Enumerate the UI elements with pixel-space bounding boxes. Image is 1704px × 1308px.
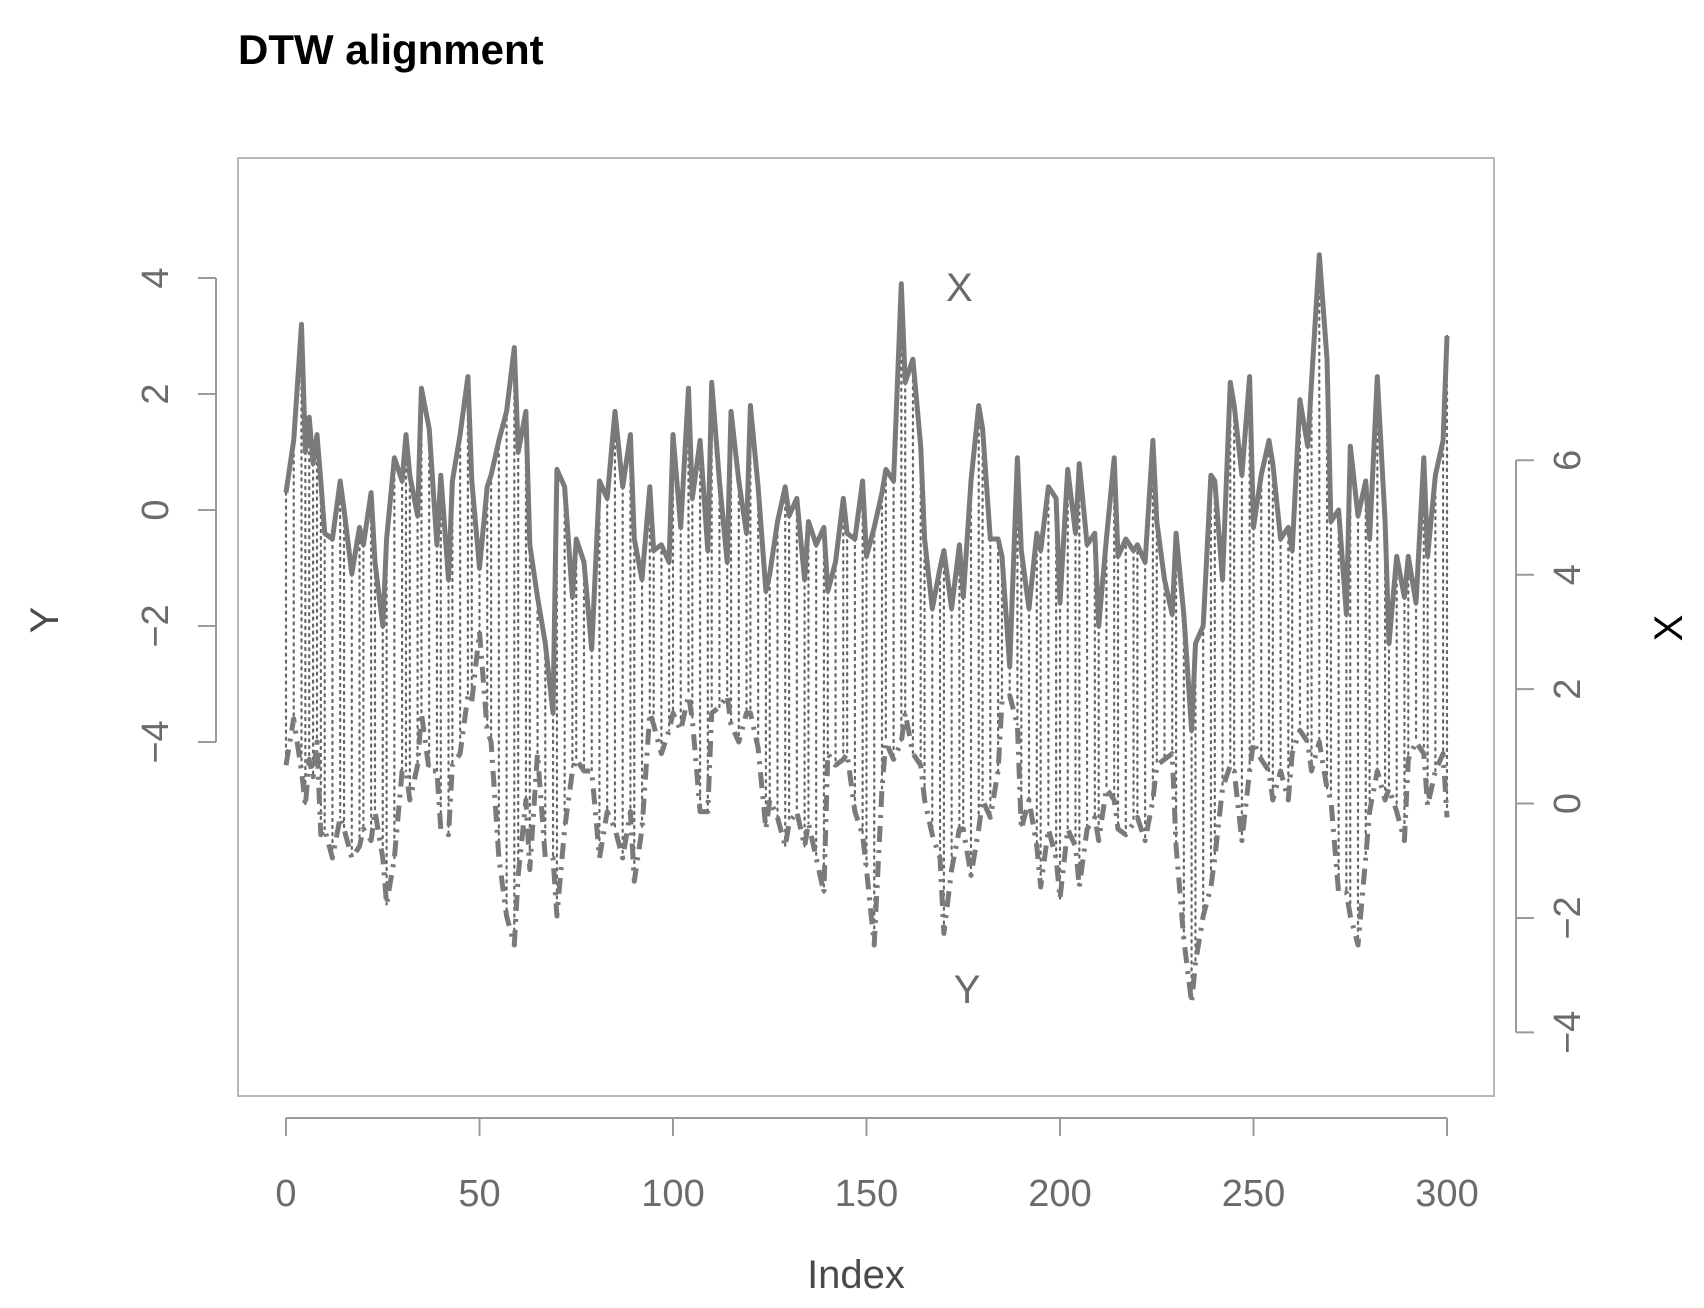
right-tick-label: −4 [1547, 1011, 1589, 1054]
right-tick-label: 4 [1547, 564, 1589, 585]
annotation-y: Y [954, 968, 981, 1012]
left-tick-label: −4 [135, 720, 177, 763]
x-tick-label: 200 [1028, 1173, 1091, 1215]
x-tick-label: 300 [1415, 1173, 1478, 1215]
alignment-links [284, 253, 1449, 1005]
plot-frame [237, 157, 1495, 1097]
right-tick-label: 2 [1547, 679, 1589, 700]
series-x-line [283, 252, 1450, 733]
right-tick-label: −2 [1547, 896, 1589, 939]
x-tick-label: 100 [641, 1173, 704, 1215]
y-axis-label-right: X [1647, 615, 1691, 642]
x-axis-label: Index [807, 1253, 905, 1297]
left-tick-label: 4 [135, 267, 177, 288]
right-tick-label: 6 [1547, 450, 1589, 471]
x-tick-label: 150 [835, 1173, 898, 1215]
chart-title: DTW alignment [238, 26, 544, 73]
x-tick-label: 50 [458, 1173, 500, 1215]
left-tick-label: −2 [135, 604, 177, 647]
y-axis-label-left: Y [23, 607, 67, 634]
left-tick-label: 0 [135, 499, 177, 520]
annotation-x: X [946, 266, 973, 310]
series-y-line [283, 629, 1450, 1006]
x-tick-label: 250 [1222, 1173, 1285, 1215]
left-tick-label: 2 [135, 383, 177, 404]
series-lines [283, 252, 1450, 1006]
axes: 0 50 100 150 200 250 300 4 2 0 −2 −4 6 4 2 0 −2 −4 X Y [135, 266, 1589, 1215]
x-tick-label: 0 [275, 1173, 296, 1215]
right-tick-label: 0 [1547, 793, 1589, 814]
